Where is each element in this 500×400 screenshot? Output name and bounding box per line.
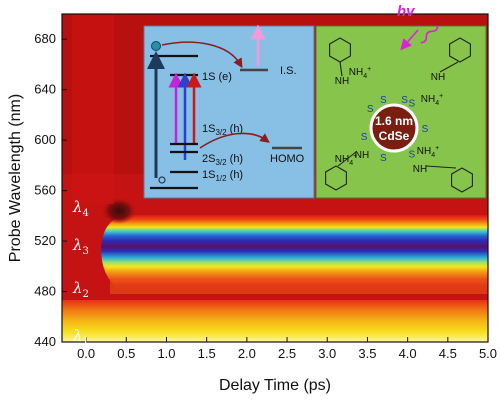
amine-group: NH bbox=[355, 150, 369, 161]
heatmap-lambda2-band bbox=[110, 280, 488, 294]
energy-inset-background bbox=[143, 25, 315, 199]
sulfur-atom: S bbox=[408, 99, 415, 110]
y-axis-label: Probe Wavelength (nm) bbox=[7, 94, 24, 262]
heatmap-lambda3-band bbox=[101, 215, 488, 292]
y-axis-ticks: 440 480 520 560 600 640 680 bbox=[34, 31, 67, 349]
chemical-bond bbox=[425, 165, 457, 169]
sulfur-atom: S bbox=[380, 95, 387, 106]
level-2s32-label: 2S3/2 (h) bbox=[202, 153, 243, 167]
x-axis-label: Delay Time (ps) bbox=[219, 377, 331, 394]
y-tick-label: 680 bbox=[34, 31, 56, 46]
heatmap-early-streak bbox=[72, 14, 114, 204]
x-tick-label: 0.5 bbox=[117, 346, 135, 361]
x-tick-label: 3.5 bbox=[358, 346, 376, 361]
plot-frame bbox=[61, 13, 489, 343]
energy-level-inset: I.S. 1S (e) 1S3/2 (h) 2S3/2 (h) 1S1/2 (h… bbox=[143, 24, 315, 199]
x-tick-label: 5.0 bbox=[479, 346, 497, 361]
ammonium-group: NH4+ bbox=[421, 93, 443, 107]
chemical-bond bbox=[339, 61, 343, 77]
chemical-bond bbox=[337, 151, 357, 167]
heatmap-lambda1-band bbox=[62, 300, 488, 342]
y-tick-label: 560 bbox=[34, 183, 56, 198]
phenyl-ring bbox=[451, 167, 473, 193]
amine-group: NH bbox=[431, 72, 445, 83]
lambda-label-3: λ3 bbox=[72, 236, 89, 257]
ammonium-group: NH4+ bbox=[349, 66, 371, 80]
core-material-label: CdSe bbox=[379, 129, 410, 143]
y-tick-label: 600 bbox=[34, 132, 56, 147]
phenyl-ring bbox=[325, 165, 347, 191]
y-tick-label: 440 bbox=[34, 334, 56, 349]
heatmap-lambda4-feature bbox=[102, 198, 136, 224]
photon-wave bbox=[420, 25, 439, 44]
homo-label: HOMO bbox=[270, 153, 305, 165]
amine-group: NH bbox=[413, 164, 427, 175]
electron-dot bbox=[151, 41, 161, 51]
lambda-label-2: λ2 bbox=[72, 279, 89, 300]
x-axis-ticks: 0.0 0.5 1.0 1.5 2.0 2.5 3.0 3.5 4.0 4.5 5.0 bbox=[77, 337, 497, 361]
lambda-label-1: λ1 bbox=[72, 327, 89, 348]
hole-dot bbox=[158, 176, 166, 184]
sulfur-atom: S bbox=[401, 95, 408, 106]
y-tick-label: 640 bbox=[34, 82, 56, 97]
x-tick-label: 2.5 bbox=[278, 346, 296, 361]
y-tick-label: 520 bbox=[34, 233, 56, 248]
sulfur-atom: S bbox=[422, 124, 429, 135]
hole-transfer-arrow bbox=[199, 132, 270, 149]
x-tick-label: 1.0 bbox=[157, 346, 175, 361]
x-tick-label: 2.0 bbox=[238, 346, 256, 361]
level-1s-e-label: 1S (e) bbox=[202, 71, 232, 83]
photon-arrow bbox=[400, 29, 419, 51]
lambda-labels: λ1 λ2 λ3 λ4 bbox=[72, 198, 89, 348]
sulfur-atom: S bbox=[361, 132, 368, 143]
electron-trap-arrow bbox=[161, 41, 243, 69]
core-size-label: 1.6 nm bbox=[375, 114, 413, 128]
y-tick-label: 480 bbox=[34, 284, 56, 299]
photon-label: hv bbox=[397, 3, 416, 20]
sulfur-atom: S bbox=[380, 153, 387, 164]
sulfur-atom: S bbox=[408, 149, 415, 160]
x-tick-label: 0.0 bbox=[77, 346, 95, 361]
phenyl-ring bbox=[449, 37, 471, 63]
level-1s32-label: 1S3/2 (h) bbox=[202, 123, 243, 137]
x-tick-label: 4.5 bbox=[439, 346, 457, 361]
amine-group: NH bbox=[335, 76, 349, 87]
cdse-core bbox=[369, 103, 419, 153]
x-tick-label: 3.0 bbox=[318, 346, 336, 361]
lambda-label-4: λ4 bbox=[72, 198, 89, 219]
sulfur-atom: S bbox=[367, 104, 374, 115]
x-tick-label: 4.0 bbox=[399, 346, 417, 361]
ammonium-group: NH4+ bbox=[417, 145, 439, 159]
level-1s12-label: 1S1/2 (h) bbox=[202, 169, 243, 183]
intermediate-state-label: I.S. bbox=[280, 65, 297, 77]
chemical-bond bbox=[439, 61, 459, 73]
x-tick-label: 1.5 bbox=[198, 346, 216, 361]
ammonium-group: NH4+ bbox=[335, 153, 357, 167]
